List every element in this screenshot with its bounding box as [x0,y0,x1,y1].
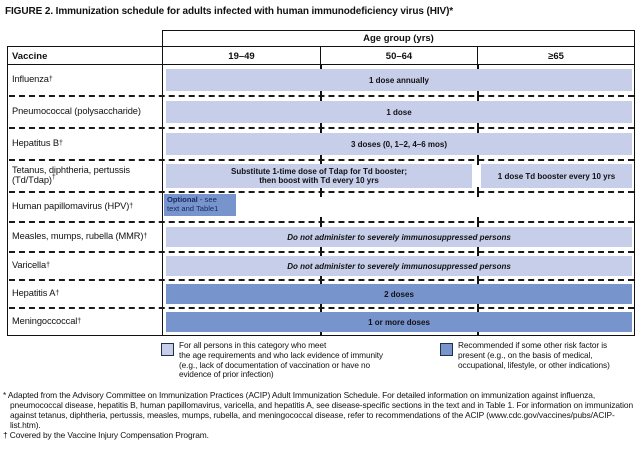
legend-dark-text: Recommended if some other risk factor is… [458,340,610,370]
bar-hpv-optional: Optional - see text and Table1 [164,194,236,216]
column-tick [477,187,479,197]
row-label-text: Hepatitis A [12,288,56,299]
column-tick [320,91,322,101]
row-label-tetanus: Tetanus, diphtheria, pertussis (Td/Tdap)… [12,160,158,191]
column-tick [477,303,479,313]
bar-tetanus-19-64: Substitute 1-time dose of Tdap for Td bo… [166,164,472,188]
column-tick [320,303,322,313]
dagger-mark: † [46,261,50,269]
column-tick [477,275,479,285]
dagger-mark: † [48,75,53,83]
row-label-inner: Tetanus, diphtheria, pertussis (Td/Tdap) [12,164,130,186]
column-tick [320,123,322,133]
bar-text: 1 dose [386,107,412,117]
bar-influenza: 1 dose annually [166,69,632,91]
bar-text: 1 or more doses [368,317,430,327]
bar-varicella: Do not administer to severely immunosupp… [166,256,632,276]
bar-text: 2 doses [384,289,414,299]
row-label-hepatitis-a: Hepatitis A † [12,280,158,307]
col-header-19-49: 19–49 [228,50,255,62]
bar-text: Do not administer to severely immunosupp… [287,261,511,271]
row-label-influenza: Influenza † [12,64,158,95]
bar-hepatitis-a: 2 doses [166,284,632,304]
dagger-mark: † [77,317,82,325]
col-header-65plus: ≥65 [548,50,564,62]
column-tick [477,64,479,70]
dagger-mark: † [58,139,63,147]
row-label-text: Measles, mumps, rubella (MMR) [12,231,144,242]
column-tick [477,91,479,101]
hpv-optional-bold: Optional [167,195,198,204]
dagger-mark: † [143,232,148,240]
bar-meningococcal: 1 or more doses [166,312,632,332]
column-tick [320,247,322,257]
column-tick [477,155,479,165]
column-tick [477,329,479,335]
column-tick [320,187,322,197]
row-label-varicella: Varicella † [12,252,158,279]
column-tick [320,64,322,70]
column-tick [320,275,322,285]
column-tick [477,247,479,257]
bar-text: 1 dose annually [368,75,430,85]
legend-swatch-dark [440,343,453,356]
col-header-50-64: 50–64 [385,50,413,62]
row-label-text: Meningoccoccal [12,316,78,327]
row-label-text: Pneumococcal (polysaccharide) [12,106,141,117]
row-label-mmr: Measles, mumps, rubella (MMR) † [12,222,158,251]
dagger-mark: † [55,289,60,297]
bar-text: 1 dose Td booster every 10 yrs [497,171,616,181]
footnote-dagger: † Covered by the Vaccine Injury Compensa… [3,430,209,440]
row-label-hpv: Human papillomavirus (HPV) † [12,192,158,221]
vaccine-column-header: Vaccine [12,50,48,62]
row-label-pneumococcal: Pneumococcal (polysaccharide) [12,96,158,127]
legend-swatch-light [161,343,174,356]
column-tick [320,329,322,335]
column-tick [477,123,479,133]
hpv-optional-rest: - see [197,195,217,204]
bar-text: 3 doses (0, 1–2, 4–6 mos) [350,139,448,149]
column-tick [320,155,322,165]
legend-light-text: For all persons in this category who mee… [179,340,383,380]
row-label-meningococcal: Meningoccoccal † [12,308,158,335]
column-tick [477,217,479,227]
dagger-mark: † [51,174,56,182]
bar-text: Do not administer to severely immunosupp… [287,232,511,242]
dagger-mark: † [129,202,134,210]
schedule-table-frame [7,46,635,336]
footnote-asterisk: * Adapted from the Advisory Committee on… [3,390,634,430]
row-label-hepatitis-b: Hepatitus B † [12,128,158,159]
hpv-optional-line2: text and Table1 [167,203,219,213]
header-col-rule-1 [320,47,321,64]
age-group-header: Age group (yrs) [162,30,635,47]
bar-text-line2: then boost with Td every 10 yrs [259,176,379,185]
row-label-text: Varicella [12,260,47,271]
bar-mmr: Do not administer to severely immunosupp… [166,227,632,247]
row-label-text: Influenza [12,74,49,85]
bar-text-line1: Substitute 1-time dose of Tdap for Td bo… [231,167,407,176]
bar-tetanus-65plus: 1 dose Td booster every 10 yrs [481,164,632,188]
bar-pneumococcal: 1 dose [166,101,632,123]
header-col-rule-2 [477,47,478,64]
row-label-text: Hepatitus B [12,138,59,149]
row-label-text: Tetanus, diphtheria, pertussis (Td/Tdap)… [12,165,158,186]
column-tick [320,217,322,227]
figure-title: FIGURE 2. Immunization schedule for adul… [5,6,454,17]
row-label-text: Human papillomavirus (HPV) [12,201,130,212]
bar-hepatitis-b: 3 doses (0, 1–2, 4–6 mos) [166,133,632,155]
